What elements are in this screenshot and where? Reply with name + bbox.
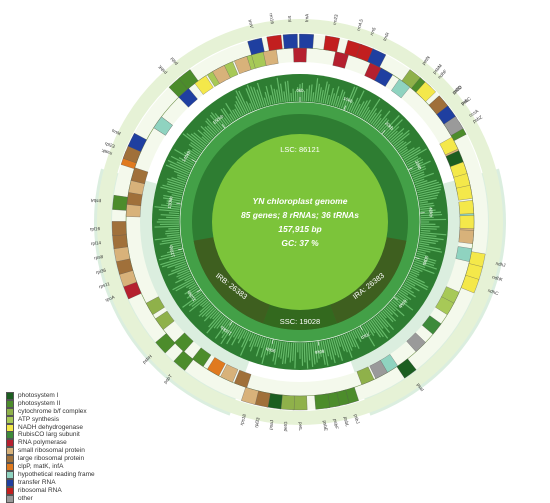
legend-label: small ribosomal protein [18, 447, 85, 455]
gene-label: rpl16 [90, 226, 101, 231]
gene-label: trnI [287, 15, 292, 22]
gene-label: petG [283, 421, 289, 432]
legend-label: ATP synthesis [18, 416, 59, 424]
legend-swatch [6, 416, 14, 424]
gc-spike [421, 228, 437, 229]
legend-item: ribosomal RNA [6, 487, 176, 495]
gene-block [315, 394, 330, 410]
gene-label: psbL [343, 416, 350, 427]
legend-label: ribosomal RNA [18, 487, 62, 495]
genome-length: 157,915 bp [278, 224, 321, 234]
center-disc [212, 134, 388, 310]
legend-swatch [6, 447, 14, 455]
legend-label: RubisCO larg subunit [18, 431, 80, 439]
gene-block [459, 200, 474, 214]
gene-label: psbK [156, 63, 167, 75]
legend-item: transfer RNA [6, 479, 176, 487]
legend-swatch [6, 487, 14, 495]
gene-block [293, 396, 307, 410]
gc-spike [291, 93, 292, 101]
legend-label: other [18, 495, 33, 503]
legend-swatch [6, 408, 14, 416]
gc-spike [169, 213, 179, 214]
legend-swatch [6, 431, 14, 439]
gc-spike [168, 228, 179, 229]
legend-swatch [6, 463, 14, 471]
gene-block [324, 36, 340, 52]
legend-swatch [6, 424, 14, 432]
legend-item: RubisCO larg subunit [6, 431, 176, 439]
legend-swatch [6, 400, 14, 408]
legend-item: NADH dehydrogenase [6, 424, 176, 432]
legend-item: RNA polymerase [6, 439, 176, 447]
gc-spike [155, 226, 180, 227]
legend-label: large ribosomal protein [18, 455, 84, 463]
gene-block [112, 195, 127, 210]
legend-swatch [6, 439, 14, 447]
gene-counts: 85 genes; 8 rRNAs; 36 tRNAs [241, 210, 359, 220]
gene-block [112, 234, 127, 249]
legend-label: photosystem II [18, 400, 60, 408]
gc-percent: GC: 37 % [281, 238, 319, 248]
gene-block [267, 35, 283, 51]
gene-block [460, 215, 474, 228]
legend-label: RNA polymerase [18, 439, 67, 447]
legend-swatch [6, 495, 14, 503]
gc-spike [306, 89, 307, 101]
legend-label: photosystem I [18, 392, 58, 400]
legend-swatch [6, 471, 14, 479]
legend-item: large ribosomal protein [6, 455, 176, 463]
legend-swatch [6, 479, 14, 487]
gene-label: trnA [304, 13, 309, 23]
gene-label: psaJ [268, 420, 274, 430]
legend-item: small ribosomal protein [6, 447, 176, 455]
position-tick-label: 40kb [428, 207, 434, 218]
legend-label: hypothetical reading frame [18, 471, 95, 479]
legend-item: photosystem II [6, 400, 176, 408]
legend-item: cytochrome b/f complex [6, 408, 176, 416]
lsc-label: LSC: 86121 [280, 145, 320, 154]
gene-block [112, 221, 126, 235]
genome-title: YN chloroplast genome [253, 196, 348, 206]
gene-label: psbF [333, 418, 340, 429]
legend-label: clpP, matK, infA [18, 463, 63, 471]
legend-swatch [6, 392, 14, 400]
legend-item: clpP, matK, infA [6, 463, 176, 471]
gc-spike [421, 230, 431, 231]
legend-item: other [6, 495, 176, 503]
legend-item: photosystem I [6, 392, 176, 400]
ssc-label: SSC: 19028 [280, 317, 320, 326]
legend-item: ATP synthesis [6, 416, 176, 424]
legend-item: hypothetical reading frame [6, 471, 176, 479]
legend-label: cytochrome b/f complex [18, 408, 87, 416]
gene-block [283, 34, 298, 49]
gene-label: petN [421, 55, 431, 66]
gc-spike [293, 89, 294, 101]
gene-label: rpl33 [254, 417, 261, 428]
position-tick-label: 0kb [296, 88, 304, 93]
gene-block [459, 230, 474, 244]
gene-block [293, 48, 306, 62]
legend-swatch [6, 455, 14, 463]
legend-label: transfer RNA [18, 479, 56, 487]
legend-label: NADH dehydrogenase [18, 424, 83, 432]
gene-block [299, 34, 313, 48]
gene-label: psbE [322, 420, 328, 431]
gc-spike [304, 343, 305, 362]
gene-label: petL [298, 422, 303, 431]
gc-spike [421, 226, 440, 227]
